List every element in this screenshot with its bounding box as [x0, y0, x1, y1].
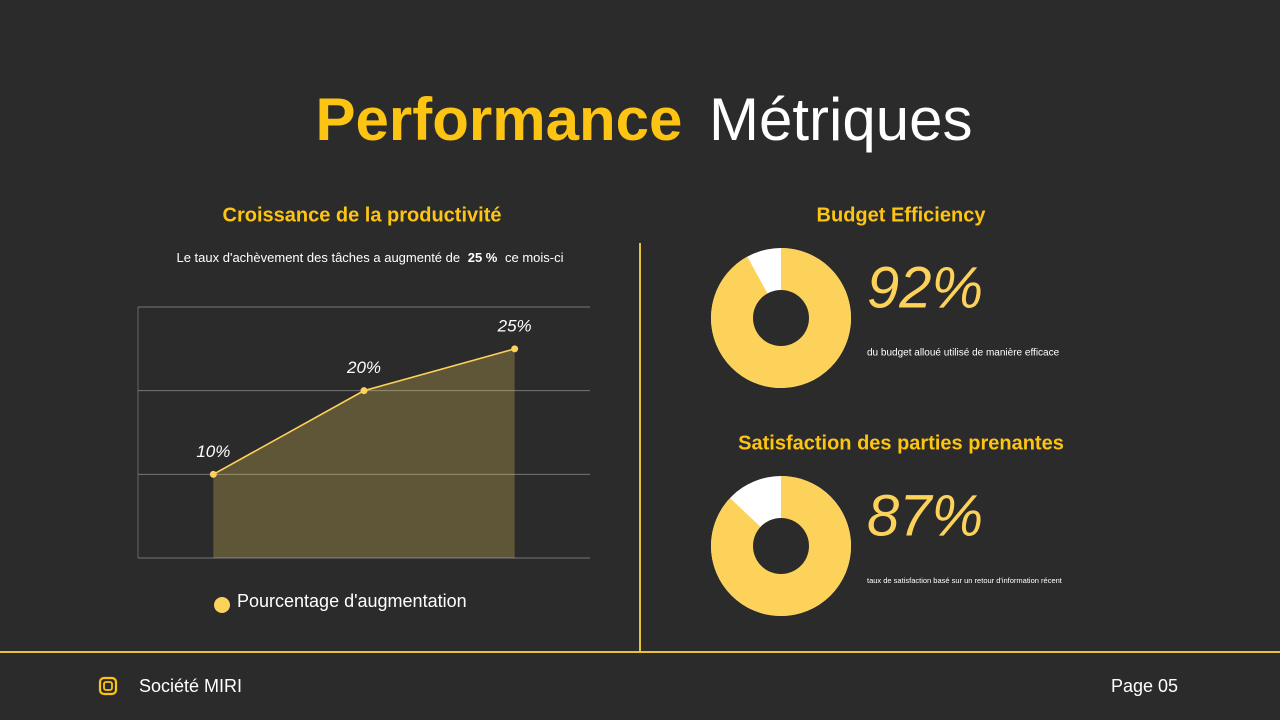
data-label: 10% — [196, 442, 230, 461]
legend-swatch — [214, 597, 230, 613]
value-description: taux de satisfaction basé sur un retour … — [867, 576, 1063, 585]
section-title: Satisfaction des parties prenantes — [738, 432, 1064, 454]
section-title: Budget Efficiency — [817, 204, 987, 226]
subtitle-highlight: 25 % — [468, 250, 498, 265]
big-value: 87% — [867, 483, 983, 548]
data-label: 25% — [497, 316, 532, 335]
big-value: 92% — [867, 255, 983, 320]
donut-hole — [753, 518, 809, 574]
footer-company: Société MIRI — [139, 676, 242, 696]
legend-label: Pourcentage d'augmentation — [237, 591, 467, 611]
donut-hole — [753, 290, 809, 346]
title-rest: Métriques — [709, 86, 972, 153]
footer-logo — [98, 676, 118, 696]
page-title: Performance Métriques — [316, 86, 973, 153]
footer-page: Page 05 — [1111, 676, 1178, 696]
value-description: du budget alloué utilisé de manière effi… — [867, 348, 1060, 359]
point — [360, 387, 368, 395]
chart-subtitle: Le taux d'achèvement des tâches a augmen… — [176, 250, 563, 265]
subtitle-text: ce mois-ci — [505, 250, 564, 265]
subtitle-text: Le taux d'achèvement des tâches a augmen… — [176, 250, 460, 265]
data-label: 20% — [346, 358, 381, 377]
area — [213, 348, 515, 558]
point — [511, 345, 519, 353]
section-title: Croissance de la productivité — [223, 204, 502, 226]
title-highlight: Performance — [316, 86, 683, 153]
point — [209, 470, 217, 478]
